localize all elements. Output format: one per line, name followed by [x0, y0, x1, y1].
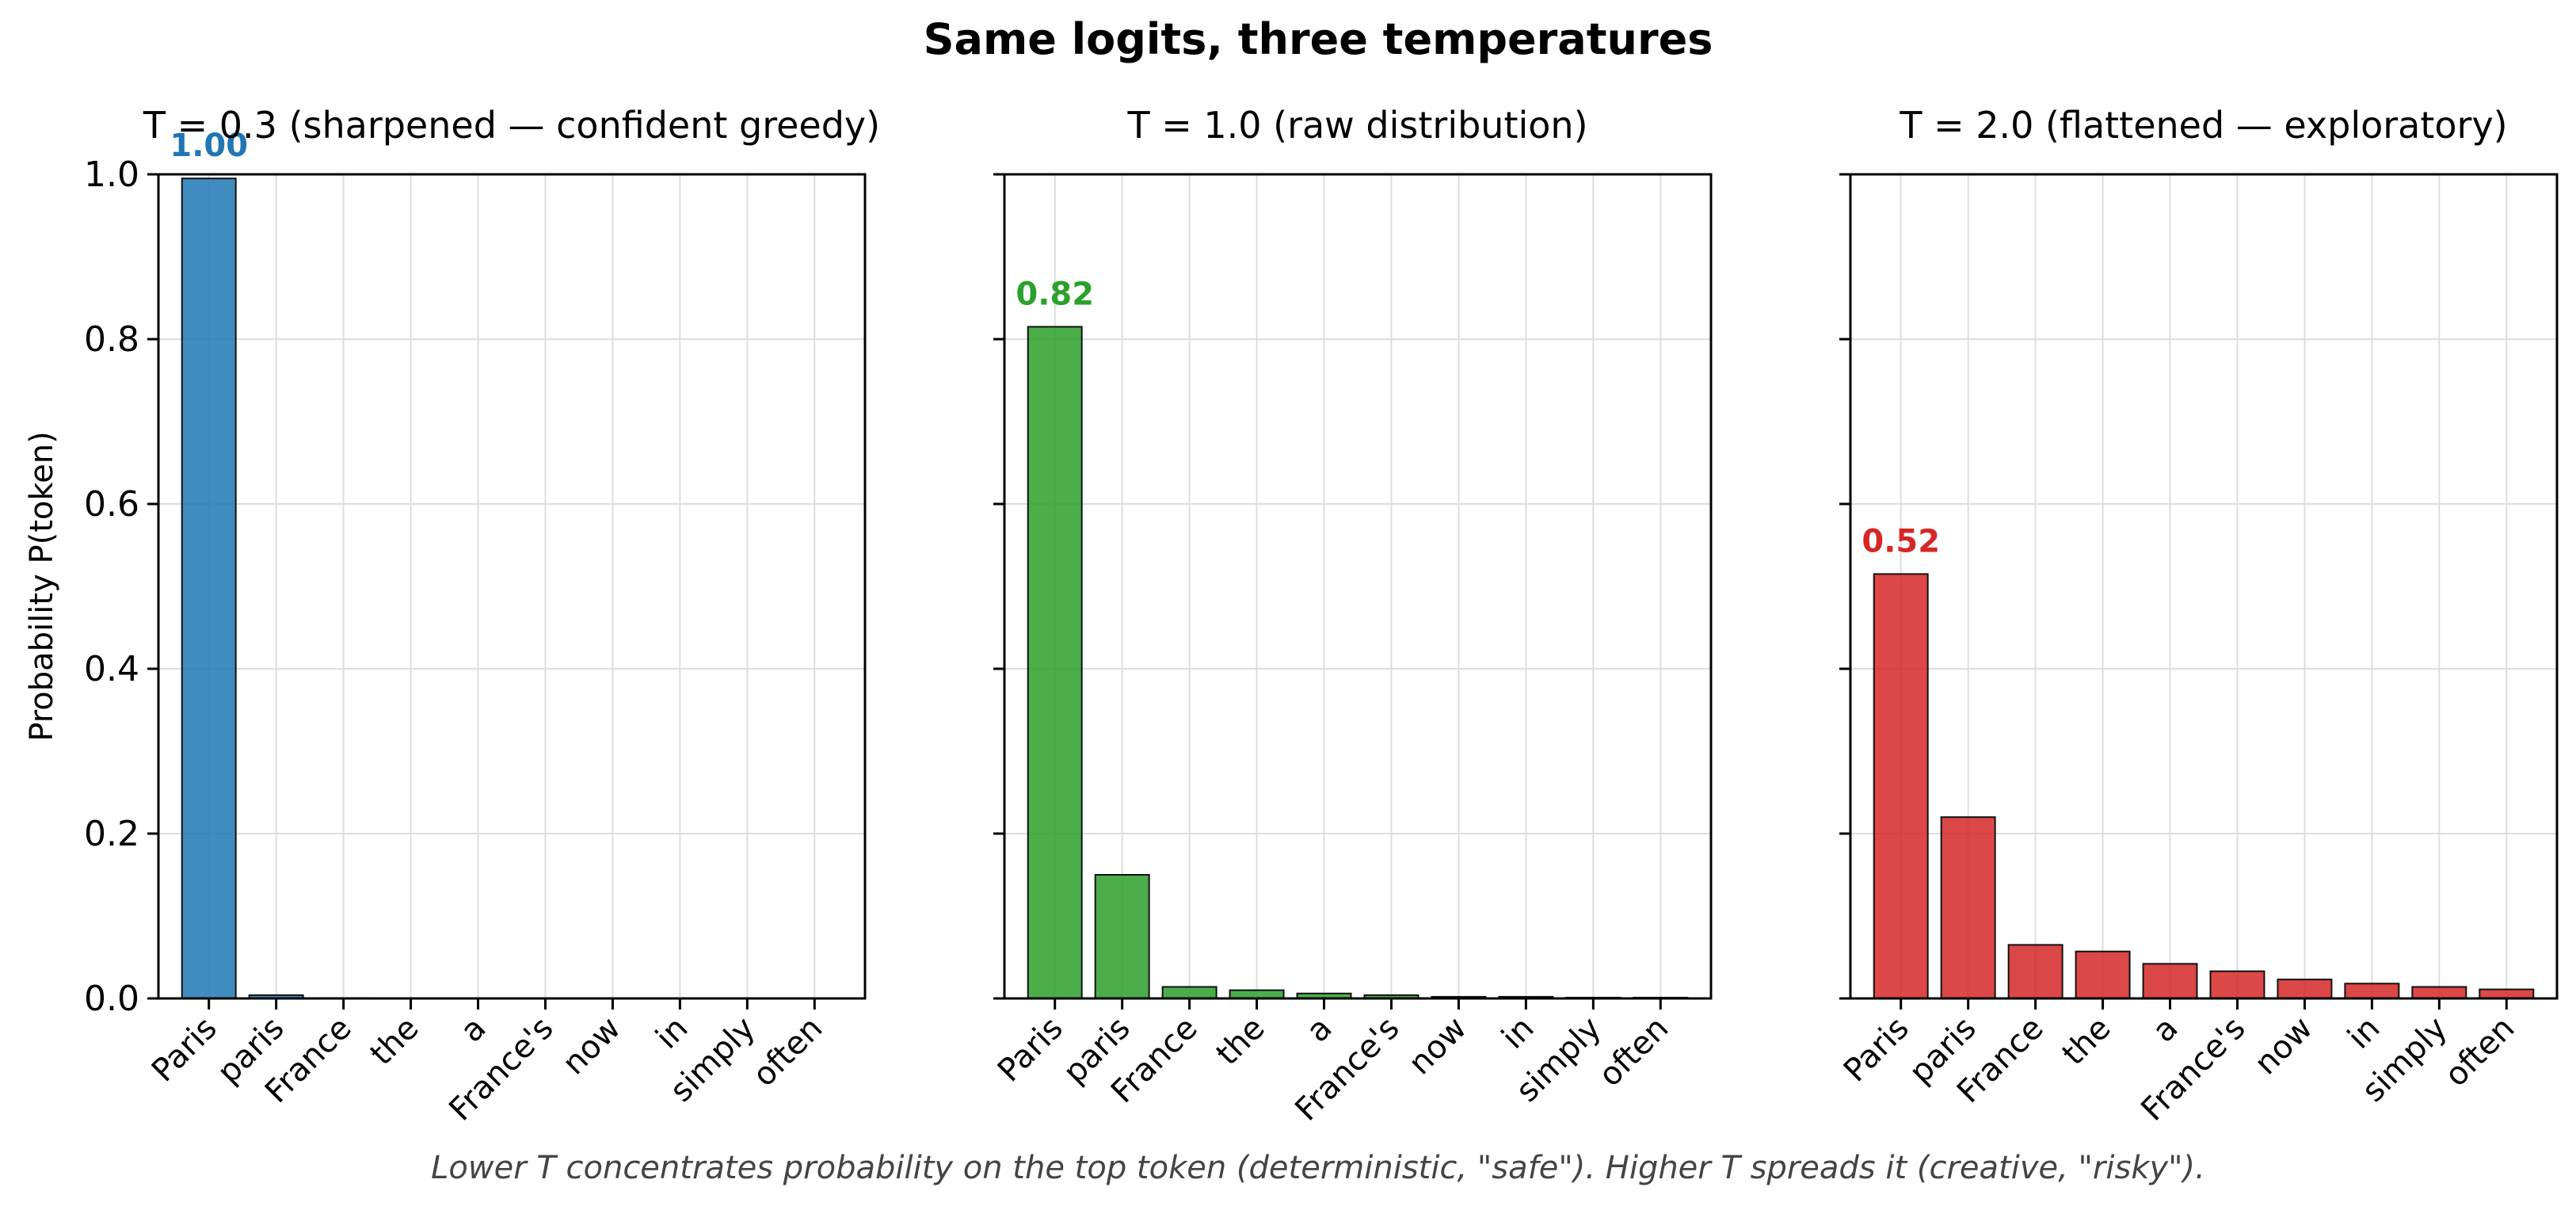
x-tick-label: the — [364, 1010, 426, 1073]
panel-title: T = 0.3 (sharpened — confident greedy) — [143, 104, 880, 147]
x-tick-label: in — [2341, 1010, 2387, 1056]
y-tick-label: 0.8 — [84, 319, 139, 360]
top-value-label: 0.82 — [1016, 276, 1094, 312]
plot-frame — [1003, 173, 1713, 1000]
x-tick-label: the — [1210, 1010, 1272, 1073]
bar-france-s — [2209, 970, 2265, 1000]
y-axis-label: Probability P(token) — [24, 431, 60, 741]
x-tick-label: Paris — [145, 1010, 224, 1090]
bar-in — [2344, 983, 2400, 1000]
bar-paris — [1027, 326, 1083, 999]
top-value-label: 0.52 — [1862, 523, 1940, 559]
bar-france — [2007, 944, 2063, 1000]
x-tick-label: a — [2146, 1010, 2185, 1050]
bar-simply — [2411, 986, 2467, 999]
panel-title: T = 1.0 (raw distribution) — [1126, 104, 1587, 147]
y-tick-label: 0.0 — [84, 979, 139, 1019]
plot-frame — [1849, 173, 2559, 1000]
figure-title: Same logits, three temperatures — [924, 14, 1713, 64]
bar-paris — [1873, 573, 1929, 999]
plot-frame — [157, 173, 867, 1000]
y-tick-label: 0.4 — [84, 649, 139, 689]
x-tick-label: now — [556, 1010, 628, 1082]
bar-the — [1229, 989, 1285, 999]
panel-title: T = 2.0 (flattened — exploratory) — [1899, 104, 2507, 147]
x-tick-label: now — [2248, 1010, 2320, 1082]
top-value-label: 1.00 — [170, 128, 248, 164]
x-tick-label: often — [1592, 1010, 1676, 1094]
bar-a — [2142, 963, 2198, 999]
x-tick-label: Paris — [991, 1010, 1070, 1090]
x-tick-label: a — [454, 1010, 493, 1050]
figure-caption: Lower T concentrates probability on the … — [431, 1150, 2205, 1186]
bar-paris — [1094, 874, 1150, 999]
x-tick-label: a — [1300, 1010, 1339, 1050]
y-tick-label: 1.0 — [84, 155, 139, 195]
bar-france — [1161, 986, 1218, 999]
x-tick-label: in — [1495, 1010, 1541, 1056]
bar-now — [2277, 979, 2333, 999]
x-tick-label: often — [2438, 1010, 2522, 1094]
bar-the — [2075, 950, 2131, 999]
bar-paris — [181, 177, 237, 1000]
y-tick-label: 0.2 — [84, 814, 139, 854]
y-tick-label: 0.6 — [84, 484, 139, 525]
bar-paris — [1940, 816, 1996, 999]
x-tick-label: Paris — [1837, 1010, 1916, 1090]
bar-often — [2479, 988, 2535, 1000]
x-tick-label: now — [1402, 1010, 1474, 1082]
x-tick-label: often — [746, 1010, 830, 1094]
x-tick-label: the — [2056, 1010, 2118, 1073]
x-tick-label: in — [649, 1010, 695, 1056]
